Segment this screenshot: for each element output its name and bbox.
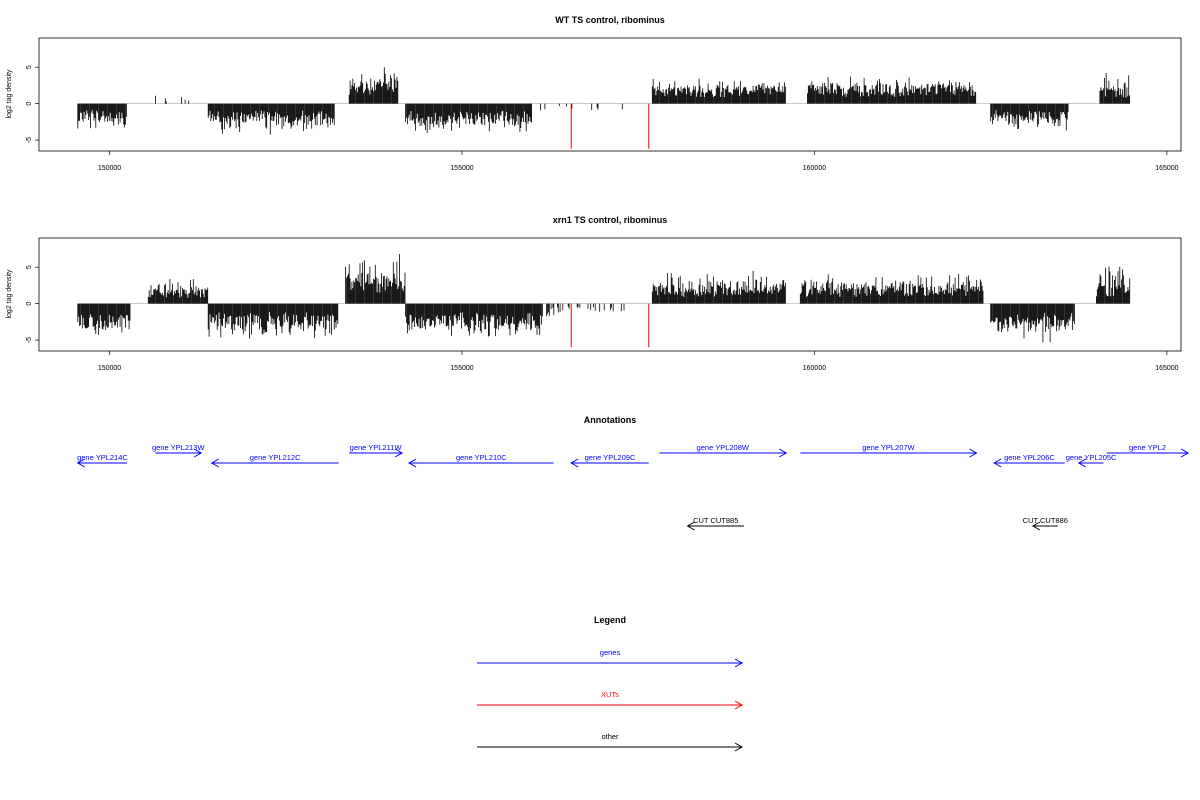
feature-label: gene YPL205C [1066,453,1117,462]
gene-feature: gene YPL206C [993,453,1065,468]
legend-arrowhead [734,700,744,710]
density-bar-series [77,254,1131,343]
feature-arrowhead [394,448,404,458]
feature-label: gene YPL213W [152,443,205,452]
legend-title: Legend [594,615,626,625]
x-tick-label: 160000 [803,165,826,172]
gene-feature: gene YPL209C [570,453,649,468]
feature-label: gene YPL2 [1129,443,1166,452]
gene-feature: gene YPL208W [659,443,788,458]
feature-label: gene YPL209C [585,453,636,462]
gene-feature: gene YPL2 [1106,443,1190,458]
feature-label: gene YPL208W [697,443,750,452]
feature-arrowhead [778,448,788,458]
feature-arrowhead [969,448,978,458]
feature-arrowhead [686,521,695,531]
x-tick-label: 165000 [1155,165,1178,172]
xrn1-axes: 150000 155000 160000 165000 -5 0 5 [26,265,1179,372]
feature-label: gene YPL207W [862,443,915,452]
feature-label: CUT CUT885 [693,516,738,525]
legend-arrowhead [734,742,744,752]
x-tick-label: 160000 [803,365,826,372]
feature-label: gene YPL211W [350,443,403,452]
gene-feature: gene YPL213W [152,443,205,458]
xrn1-y-axis-label: log2 tag density [6,269,13,319]
x-tick-label: 155000 [450,365,473,372]
wt-density-bars [77,67,1131,149]
legend-item: genes [477,648,744,668]
cut-feature: CUT CUT885 [686,516,744,531]
x-tick-label: 165000 [1155,365,1178,372]
wt-panel-title: WT TS control, ribominus [555,15,665,25]
wt-panel: WT TS control, ribominus log2 tag densit… [6,15,1182,172]
x-tick-label: 150000 [98,165,121,172]
feature-arrowhead [210,458,219,468]
gene-feature: gene YPL211W [349,443,404,458]
y-tick-label: 0 [26,302,33,306]
density-bar-series [77,67,1130,135]
gene-feature: gene YPL210C [408,453,554,468]
feature-arrowhead [993,458,1002,468]
gene-feature: gene YPL207W [800,443,978,458]
feature-label: CUT CUT886 [1023,516,1068,525]
legend-arrowhead [734,658,744,668]
feature-arrowhead [1077,458,1087,468]
legend-items: genes XUTs other [477,648,744,752]
legend-label: XUTs [601,690,619,699]
y-tick-label: -5 [26,337,33,343]
y-tick-label: -5 [26,137,33,143]
xrn1-panel-title: xrn1 TS control, ribominus [553,215,668,225]
other-features: CUT CUT885 CUT CUT886 [686,516,1068,531]
x-tick-label: 150000 [98,365,121,372]
wt-plot-frame [38,37,1182,152]
feature-arrowhead [570,458,579,468]
feature-arrowhead [1180,448,1190,458]
feature-label: gene YPL214C [77,453,128,462]
annotations-title: Annotations [584,415,637,425]
xrn1-plot-frame [38,237,1182,352]
feature-arrowhead [408,458,417,468]
xrn1-panel: xrn1 TS control, ribominus log2 tag dens… [6,215,1182,372]
cut-feature: CUT CUT886 [1023,516,1068,531]
xrn1-density-bars [77,254,1131,348]
y-tick-label: 0 [26,102,33,106]
gene-feature: gene YPL212C [210,453,339,468]
x-tick-label: 155000 [450,165,473,172]
feature-arrowhead [76,458,86,468]
legend-label: other [601,732,619,741]
y-tick-label: 5 [26,65,33,69]
gene-feature: gene YPL214C [76,453,128,468]
feature-label: gene YPL206C [1004,453,1055,462]
legend-label: genes [600,648,621,657]
wt-axes: 150000 155000 160000 165000 -5 0 5 [26,65,1179,172]
gene-feature: gene YPL205C [1066,453,1117,468]
feature-arrowhead [1031,521,1041,531]
gene-features: gene YPL214C gene YPL213W gene YPL212C gene… [76,443,1190,468]
legend-item: other [477,732,744,752]
feature-label: gene YPL212C [250,453,301,462]
y-tick-label: 5 [26,265,33,269]
wt-y-axis-label: log2 tag density [6,69,13,119]
legend: Legend genes XUTs other [477,615,744,752]
feature-label: gene YPL210C [456,453,507,462]
feature-arrowhead [193,448,203,458]
legend-item: XUTs [477,690,744,710]
